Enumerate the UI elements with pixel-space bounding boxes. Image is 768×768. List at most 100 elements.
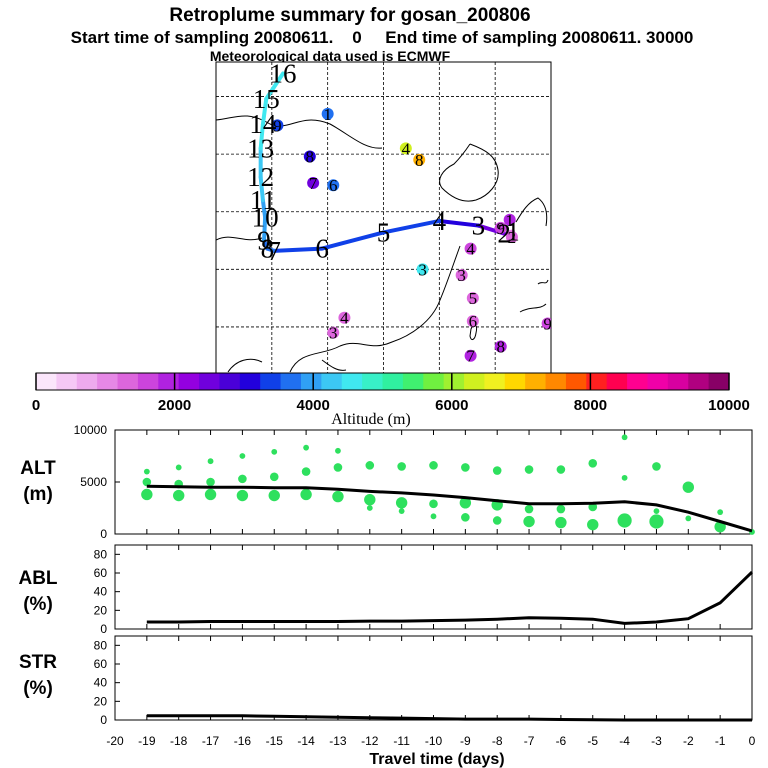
alt-cluster-point [588,458,598,468]
trajectory-day-label: 5 [377,217,391,247]
alt-cluster-point [556,504,566,514]
alt-cluster-point [300,488,312,501]
alt-cluster-point [365,461,375,470]
x-tick-label: -7 [524,734,535,748]
colorbar-label: Altitude (m) [331,411,411,428]
abl-panel-unit: (%) [23,594,53,615]
cluster-label: 4 [340,309,349,328]
alt-cluster-point [555,516,567,529]
alt-mean-line [146,484,753,533]
trajectory-segment [381,218,442,235]
alt-cluster-point [524,465,534,474]
colorbar-swatch [627,373,648,390]
alt-panel: 10000 5000 0 [74,423,755,541]
y-tick-label: 0 [100,713,107,727]
y-tick-label: 60 [94,657,108,671]
cluster-marker [541,317,551,330]
cluster-label: 8 [497,338,506,357]
cluster-marker [466,315,479,328]
cluster-label: 3 [418,260,427,279]
alt-cluster-point [204,488,217,501]
alt-cluster-point [366,505,373,511]
alt-cluster-point [587,518,599,531]
colorbar-swatch [280,373,302,390]
cluster-label: 7 [309,174,318,193]
alt-cluster-point [268,489,280,502]
colorbar-swatch [117,373,139,390]
x-tick-label: -9 [460,734,471,748]
colorbar-swatch [199,373,220,390]
alt-cluster-point [621,474,628,481]
cluster-marker [416,263,429,276]
trajectory-day-label: 9 [257,226,271,256]
x-tick-label: -19 [138,734,156,748]
x-tick-label: -17 [202,734,220,748]
alt-cluster-point [238,474,247,484]
cluster-label: 2 [508,228,517,247]
cluster-marker [505,231,518,244]
colorbar-swatch [219,373,241,390]
sampling-subtitle: Start time of sampling 20080611. 0 End t… [71,28,694,47]
cluster-label: 9 [543,314,552,333]
colorbar-swatch [239,373,261,390]
cluster-marker [494,340,507,353]
x-tick-label: -4 [619,734,630,748]
cluster-label: 6 [469,312,478,331]
colorbar-tick-label: 6000 [435,397,468,414]
trajectory-day-label: 16 [270,59,297,89]
y-tick-label: 80 [94,547,108,561]
str-panel-label: STR [19,652,57,673]
x-tick-label: -3 [651,734,662,748]
alt-cluster-point [239,453,246,459]
str-panel-unit: (%) [23,678,53,699]
cluster-marker [271,119,284,132]
alt-cluster-point [524,504,534,514]
cluster-marker [338,311,351,324]
alt-cluster-point [682,481,694,493]
trajectory-segment [264,71,285,101]
cluster-marker [455,269,468,282]
alt-cluster-point [459,497,472,509]
alt-cluster-point [461,463,470,472]
colorbar-swatch [423,373,445,390]
x-tick-label: -15 [266,734,284,748]
trajectory-day-label: 3 [472,211,486,241]
alt-cluster-point [397,462,406,471]
trajectory-day-label: 7 [267,236,281,266]
trajectory-day-label: 1 [506,216,520,246]
cluster-marker [464,349,477,362]
colorbar-swatch [586,373,608,390]
colorbar-swatch [525,373,547,390]
cluster-marker [303,150,316,163]
colorbar-swatch [382,373,404,390]
colorbar-swatch [565,373,587,390]
alt-cluster-point [236,489,249,502]
trajectory-segment [262,215,268,243]
alt-cluster-point [143,468,150,475]
colorbar-swatch [56,373,78,390]
alt-cluster-point [269,472,279,482]
cluster-label: 6 [329,176,338,195]
cluster-marker [327,326,340,339]
alt-cluster-point [717,509,724,516]
alt-cluster-point [271,448,278,455]
trajectory-paths [258,71,516,253]
alt-panel-unit: (m) [23,484,53,505]
cluster-label: 9 [497,219,506,238]
abl-panel-label: ABL [18,568,57,589]
colorbar-swatch [402,373,424,390]
colorbar-swatch [300,373,322,390]
alt-cluster-point [649,514,664,529]
alt-cluster-point [335,447,341,454]
coastlines [216,115,549,373]
colorbar-swatch [667,373,689,390]
x-tick-label: -13 [329,734,347,748]
colorbar-swatch [464,373,485,390]
colorbar-swatch [76,373,98,390]
y-tick-label: 60 [94,566,108,580]
cluster-label: 1 [505,211,514,230]
cluster-marker [399,142,412,155]
trajectory-day-label: 12 [247,162,274,192]
x-tick-label: 0 [749,734,756,748]
